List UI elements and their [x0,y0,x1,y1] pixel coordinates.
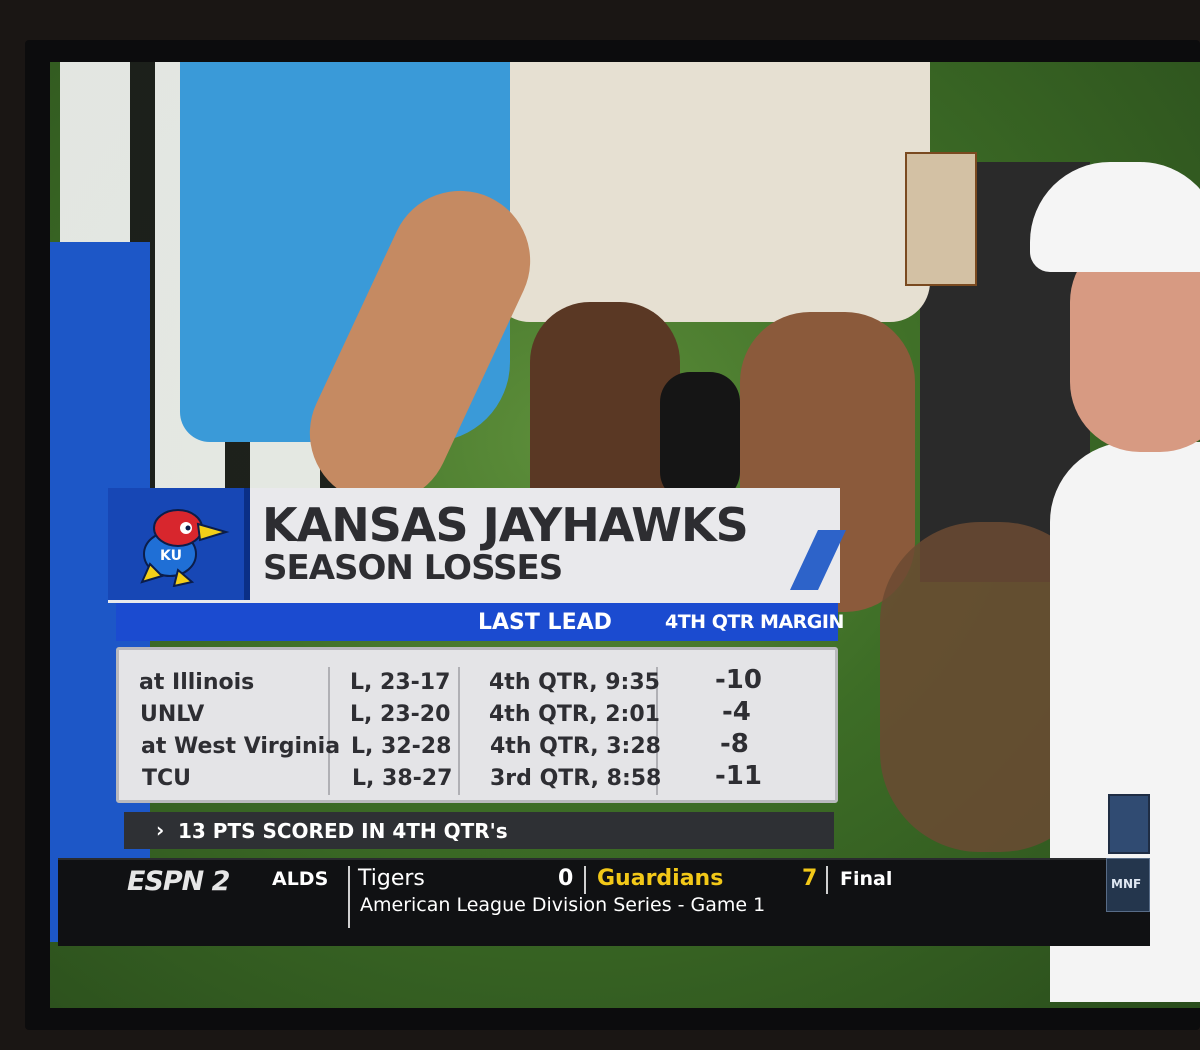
column-divider [458,667,460,795]
svg-text:KU: KU [160,548,182,564]
column-header-last-lead: LAST LEAD [478,610,612,635]
row-last-lead: 4th QTR, 3:28 [490,734,661,759]
graphic-subtitle: SEASON LOSSES [263,548,563,588]
ticker-separator [584,866,586,894]
row-opponent: TCU [142,766,192,791]
column-header-4th-qtr-margin: 4TH QTR MARGIN [665,611,844,633]
row-margin: -11 [715,761,762,791]
scene-shoe [660,372,740,502]
losses-table [116,647,838,803]
ticker-separator [348,866,350,928]
footnote-text: 13 PTS SCORED IN 4TH QTR's [178,819,508,843]
row-margin: -10 [715,665,762,695]
row-opponent: at Illinois [139,670,255,695]
scene-credential [905,152,977,286]
ticker-separator [826,866,828,894]
row-result: L, 38-27 [352,766,453,791]
row-last-lead: 3rd QTR, 8:58 [490,766,662,791]
footnote-bar [124,812,834,849]
logo-box: KU [108,488,250,600]
chevron-right-icon: › [156,818,165,842]
column-divider [656,667,658,795]
ticker-team-away: Tigers [358,866,425,891]
ticker-league: ALDS [272,868,329,890]
row-result: L, 23-20 [350,702,451,727]
scene-person-shorts [490,62,930,322]
espn2-logo: ESPN 2 [127,866,230,897]
column-header-bar [116,603,838,641]
row-last-lead: 4th QTR, 9:35 [489,670,660,695]
row-result: L, 32-28 [351,734,452,759]
row-result: L, 23-17 [350,670,451,695]
ticker-score-home: 7 [802,866,818,891]
mnf-badge: MNF [1106,858,1150,912]
mnf-badge-label: MNF [1111,877,1142,891]
ticker-score-away: 0 [558,866,574,891]
row-margin: -4 [722,697,751,727]
graphic-title: KANSAS JAYHAWKS [262,498,749,552]
row-margin: -8 [720,729,749,759]
ticker-series-info: American League Division Series - Game 1 [360,894,766,916]
ticker-team-home: Guardians [597,866,724,891]
row-last-lead: 4th QTR, 2:01 [489,702,660,727]
row-opponent: UNLV [140,702,205,727]
ticker-divider [58,858,1150,860]
bottom-line-ticker [58,858,1150,946]
column-divider [328,667,330,795]
ku-jayhawk-logo: KU [140,509,230,587]
scene-coach-cap [1030,162,1200,272]
row-opponent: at West Virginia [141,734,341,759]
sideline-thumbnail [1108,794,1150,854]
ticker-game-status: Final [840,868,893,890]
